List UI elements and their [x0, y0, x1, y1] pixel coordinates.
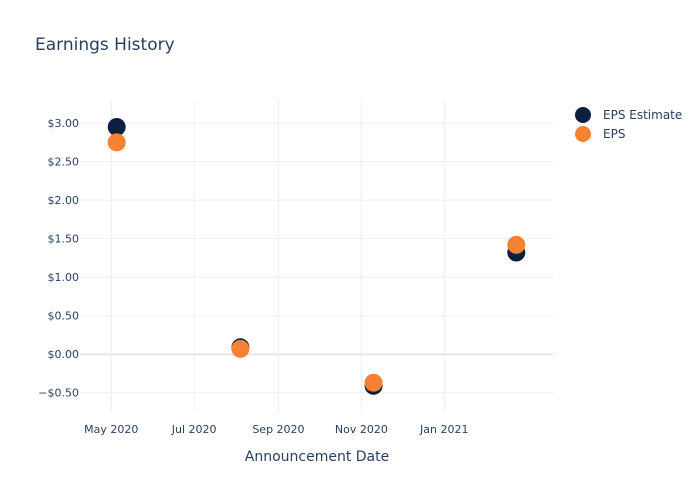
x-tick-label: May 2020	[84, 423, 138, 436]
legend-marker-eps[interactable]	[575, 126, 591, 142]
eps-point[interactable]	[231, 339, 250, 358]
y-tick-label: −$0.50	[38, 387, 79, 400]
y-tick-label: $1.50	[48, 233, 80, 246]
legend-label-eps[interactable]: EPS	[603, 127, 625, 141]
x-axis-ticks: May 2020 Jul 2020 Sep 2020 Nov 2020 Jan 2021	[84, 423, 468, 436]
x-axis-title: Announcement Date	[245, 449, 389, 465]
y-tick-label: $1.00	[48, 271, 80, 284]
y-axis-ticks: $3.00 $2.50 $2.00 $1.50 $1.00 $0.50 $0.00 −$0.5…	[38, 117, 79, 400]
y-tick-label: $2.00	[48, 194, 80, 207]
data-points	[107, 117, 526, 395]
x-tick-label: Nov 2020	[335, 423, 388, 436]
x-tick-label: Jan 2021	[419, 423, 468, 436]
y-tick-label: $2.50	[48, 156, 80, 169]
y-tick-label: $0.50	[48, 310, 80, 323]
eps-point[interactable]	[107, 133, 126, 152]
eps-estimate-point[interactable]	[107, 117, 126, 136]
legend[interactable]: EPS Estimate EPS	[575, 107, 682, 142]
legend-marker-eps-estimate[interactable]	[575, 107, 591, 123]
legend-label-eps-estimate[interactable]: EPS Estimate	[603, 108, 682, 122]
x-tick-label: Sep 2020	[252, 423, 304, 436]
x-tick-label: Jul 2020	[171, 423, 217, 436]
grid	[80, 100, 553, 412]
eps-point[interactable]	[507, 235, 526, 254]
y-tick-label: $0.00	[48, 348, 80, 361]
y-tick-label: $3.00	[48, 117, 80, 130]
chart-title: Earnings History	[35, 35, 175, 55]
eps-point[interactable]	[364, 373, 383, 392]
